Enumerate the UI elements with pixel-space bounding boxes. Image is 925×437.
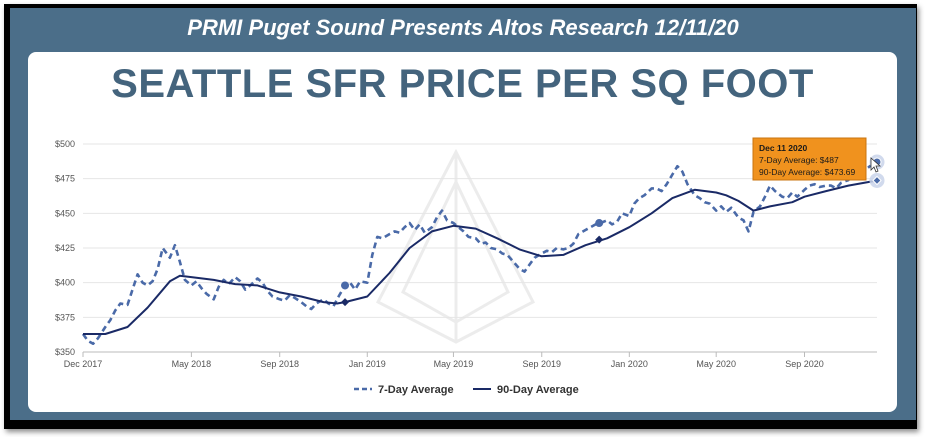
chart-card: SEATTLE SFR PRICE PER SQ FOOT $350 $375 $4… (28, 52, 897, 412)
tooltip-90day: 90-Day Average: $473.69 (759, 167, 856, 177)
y-tick-label: $450 (55, 208, 75, 218)
x-tick-label: Dec 2017 (64, 359, 103, 369)
y-tick-label: $350 (55, 347, 75, 357)
y-tick-label: $400 (55, 278, 75, 288)
y-tick-label: $425 (55, 243, 75, 253)
cursor-icon (870, 157, 882, 173)
series-line-7day (81, 160, 878, 346)
chart-legend: 7-Day Average 90-Day Average (354, 384, 579, 396)
x-tick-label: May 2018 (172, 359, 212, 369)
line-chart: $350 $375 $400 $425 $450 $475 $500 Dec 2017 May… (55, 137, 885, 396)
y-axis: $350 $375 $400 $425 $450 $475 $500 (55, 139, 75, 357)
x-tick-label: Jan 2019 (349, 359, 386, 369)
marker-90day (872, 175, 882, 186)
x-tick-label: May 2019 (434, 359, 474, 369)
tooltip: Dec 11 2020 7-Day Average: $487 90-Day A… (752, 137, 867, 181)
blue-panel: PRMI Puget Sound Presents Altos Research… (10, 8, 916, 420)
x-tick-label: Jan 2020 (611, 359, 648, 369)
y-tick-label: $500 (55, 139, 75, 149)
chart-title: SEATTLE SFR PRICE PER SQ FOOT (111, 62, 814, 106)
y-tick-label: $475 (55, 174, 75, 184)
marker-90day (595, 235, 604, 244)
grid-lines (83, 143, 877, 353)
x-tick-label: Sep 2019 (522, 359, 561, 369)
marker-90day (341, 298, 350, 307)
x-tick-label: Sep 2020 (785, 359, 824, 369)
tooltip-7day: 7-Day Average: $487 (759, 155, 839, 165)
x-axis: Dec 2017 May 2018 Sep 2018 Jan 2019 May 2019… (64, 352, 824, 369)
marker-7day (595, 219, 604, 228)
marker-group (341, 154, 885, 307)
y-tick-label: $375 (55, 312, 75, 322)
banner-title: PRMI Puget Sound Presents Altos Research… (187, 15, 739, 40)
x-tick-label: May 2020 (696, 359, 736, 369)
series-group (81, 160, 878, 346)
series-line-90day (83, 179, 878, 335)
tooltip-date: Dec 11 2020 (759, 143, 807, 153)
watermark-logo (375, 148, 536, 344)
x-tick-label: Sep 2018 (260, 359, 299, 369)
legend-label-7day: 7-Day Average (378, 384, 454, 396)
legend-label-90day: 90-Day Average (497, 384, 579, 396)
tooltip-box (752, 137, 867, 181)
marker-7day (341, 281, 350, 290)
